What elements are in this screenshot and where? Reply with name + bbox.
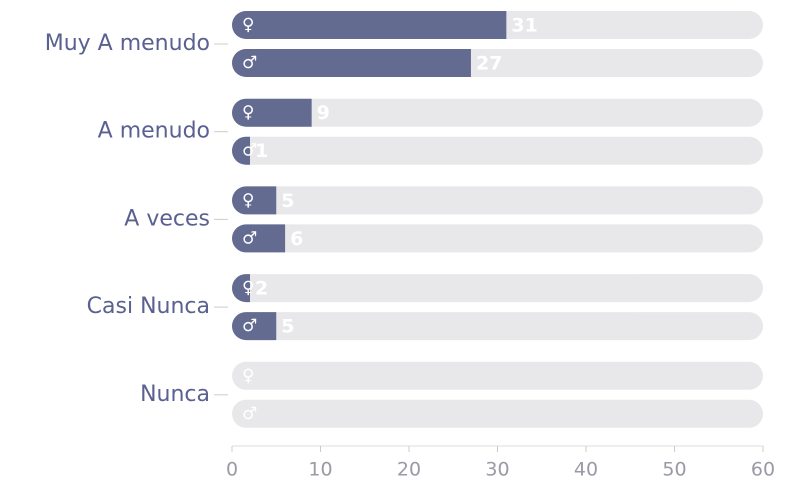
value-label: 31 bbox=[511, 15, 537, 37]
bar bbox=[232, 98, 312, 127]
bar-track bbox=[232, 98, 763, 127]
x-tick-label: 40 bbox=[574, 459, 598, 481]
category-label: A veces bbox=[124, 206, 210, 231]
value-label: 6 bbox=[290, 228, 303, 250]
bar bbox=[232, 274, 250, 303]
bar-track bbox=[232, 186, 763, 215]
bar bbox=[232, 11, 507, 39]
bar bbox=[232, 312, 277, 341]
bar bbox=[232, 224, 286, 253]
x-tick-label: 0 bbox=[226, 459, 238, 481]
series-icon: ♀ bbox=[242, 15, 254, 35]
category-label: Casi Nunca bbox=[87, 294, 210, 319]
value-label: 5 bbox=[281, 316, 294, 338]
series-icon: ♀ bbox=[242, 103, 254, 123]
x-tick-label: 50 bbox=[662, 459, 686, 481]
x-tick-label: 10 bbox=[308, 459, 332, 481]
bar-track bbox=[232, 224, 763, 253]
value-label: 27 bbox=[476, 53, 502, 75]
category-label: Muy A menudo bbox=[45, 31, 210, 56]
category-label: A menudo bbox=[98, 119, 210, 144]
value-label: 2 bbox=[255, 278, 268, 300]
bar bbox=[232, 186, 277, 215]
series-icon: ♀ bbox=[242, 366, 254, 386]
bar-track bbox=[232, 361, 763, 390]
series-icon: ♀ bbox=[242, 278, 254, 298]
bar-track bbox=[232, 399, 763, 428]
bar bbox=[232, 136, 250, 165]
x-tick-label: 20 bbox=[397, 459, 421, 481]
series-icon: ♂ bbox=[242, 316, 257, 336]
bar-track bbox=[232, 312, 763, 341]
value-label: 1 bbox=[255, 140, 268, 162]
series-icon: ♂ bbox=[242, 141, 257, 161]
bar bbox=[232, 49, 471, 77]
value-label: 9 bbox=[317, 102, 330, 124]
value-label: 5 bbox=[281, 190, 294, 212]
x-tick-label: 30 bbox=[485, 459, 509, 481]
bar-track bbox=[232, 136, 763, 165]
category-label: Nunca bbox=[140, 382, 210, 407]
series-icon: ♂ bbox=[242, 53, 257, 73]
series-icon: ♀ bbox=[242, 190, 254, 210]
bar-track bbox=[232, 274, 763, 303]
series-icon: ♂ bbox=[242, 228, 257, 248]
series-icon: ♂ bbox=[242, 404, 257, 424]
x-tick-label: 60 bbox=[751, 459, 775, 481]
